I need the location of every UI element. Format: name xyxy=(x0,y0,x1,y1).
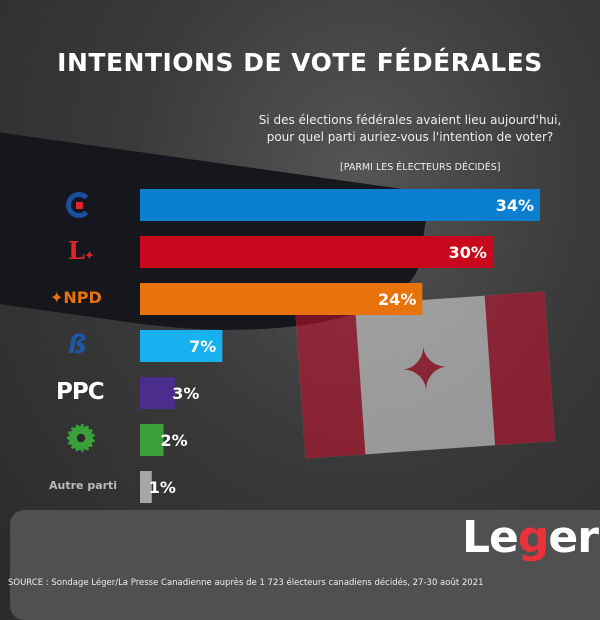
bar-1 xyxy=(140,236,493,268)
bloc-logo-icon: ß xyxy=(68,330,87,360)
ndp-logo-text: NPD xyxy=(63,288,102,307)
bar-label-6: 1% xyxy=(149,478,176,497)
bar-label-1: 30% xyxy=(449,243,487,262)
bar-4 xyxy=(140,377,176,409)
page-title: INTENTIONS DE VOTE FÉDÉRALES xyxy=(57,48,543,77)
bar-chart: 34% 30% 24% 7% 3% 2% 1% xyxy=(140,189,540,503)
bar-label-2: 24% xyxy=(378,290,416,309)
question-line-2: pour quel parti auriez-vous l'intention … xyxy=(266,130,554,144)
bar-label-3: 7% xyxy=(189,337,216,356)
leger-logo: Leger xyxy=(462,512,599,563)
bar-5 xyxy=(140,424,164,456)
conservative-logo-icon xyxy=(66,192,92,218)
question-line-1: Si des élections fédérales avaient lieu … xyxy=(258,113,562,127)
green-party-logo-icon xyxy=(67,424,95,452)
question: Si des élections fédérales avaient lieu … xyxy=(250,112,570,146)
bar-2 xyxy=(140,283,423,315)
ndp-logo-icon: ✦NPD xyxy=(50,288,102,307)
source-note: SOURCE : Sondage Léger/La Presse Canadie… xyxy=(8,578,484,588)
subtitle: [PARMI LES ÉLECTEURS DÉCIDÉS] xyxy=(340,162,501,173)
bar-label-4: 3% xyxy=(172,384,199,403)
other-party-label: Autre parti xyxy=(49,479,118,492)
bar-label-5: 2% xyxy=(161,431,188,450)
bar-0 xyxy=(140,189,540,221)
liberal-logo-icon: L✦ xyxy=(68,236,95,265)
bar-6 xyxy=(140,471,152,503)
bar-label-0: 34% xyxy=(496,196,534,215)
ppc-logo-icon: PPC xyxy=(56,379,105,405)
bar-3 xyxy=(140,330,223,362)
